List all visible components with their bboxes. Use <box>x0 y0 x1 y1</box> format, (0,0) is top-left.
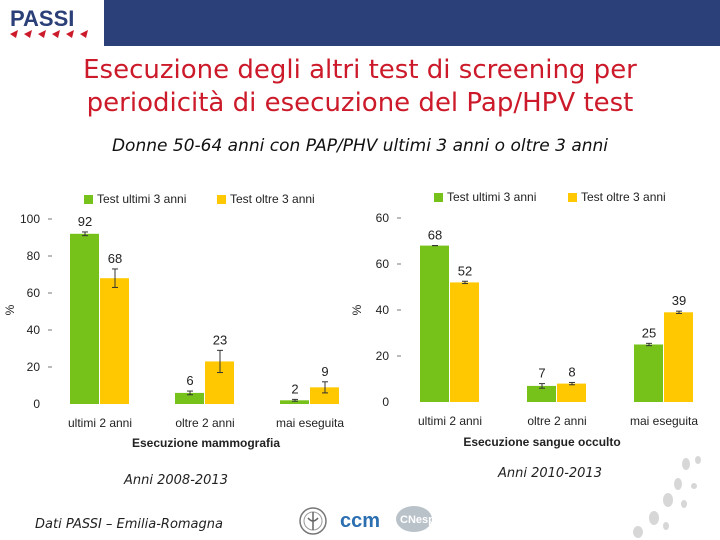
bar-oltre <box>100 278 129 404</box>
legend-label: Test ultimi 3 anni <box>97 192 186 206</box>
bar-ultimi <box>175 392 204 404</box>
y-tick-label: 60 <box>376 257 390 271</box>
x-tick-label: oltre 2 anni <box>527 414 586 428</box>
y-tick-label: 40 <box>376 303 390 317</box>
legend-swatch <box>217 195 226 204</box>
x-tick-label: mai eseguita <box>276 416 344 430</box>
period-mammografia: Anni 2008-2013 <box>124 473 228 488</box>
data-label: 8 <box>568 364 575 379</box>
x-tick-label: mai eseguita <box>630 414 698 428</box>
y-tick-label: 0 <box>382 395 389 409</box>
y-tick-label: 60 <box>27 286 41 300</box>
period-sangue-occulto: Anni 2010-2013 <box>498 466 602 481</box>
y-axis-label: % <box>3 304 17 315</box>
data-label: 7 <box>538 366 545 381</box>
bar-ultimi <box>280 400 309 404</box>
y-tick-label: 20 <box>27 360 41 374</box>
bar-ultimi <box>70 233 99 404</box>
y-tick-label: 40 <box>27 323 41 337</box>
bar-oltre <box>664 312 693 402</box>
data-label: 6 <box>186 373 193 388</box>
bar-oltre <box>310 387 339 404</box>
y-tick-label: 20 <box>376 349 390 363</box>
legend-swatch <box>84 195 93 204</box>
data-label: 23 <box>213 332 227 347</box>
header-bar <box>104 0 720 46</box>
y-tick-label: 0 <box>33 397 40 411</box>
y-tick-label: 60 <box>376 211 390 225</box>
data-label: 2 <box>291 381 298 396</box>
passi-logo: PASSI <box>10 6 88 38</box>
y-tick-label: 100 <box>20 212 40 226</box>
legend-swatch <box>434 193 443 202</box>
x-axis-label: Esecuzione mammografia <box>132 436 280 450</box>
data-label: 68 <box>428 228 442 243</box>
data-source: Dati PASSI – Emilia-Romagna <box>35 517 223 532</box>
header: PASSI <box>0 0 720 46</box>
page-title: Esecuzione degli altri test di screening… <box>0 54 720 120</box>
data-label: 9 <box>321 364 328 379</box>
data-label: 52 <box>458 263 472 278</box>
x-axis-label: Esecuzione sangue occulto <box>463 435 620 449</box>
institute-seal-logo <box>299 507 327 535</box>
cnesps-logo: CNesps <box>396 506 441 532</box>
passi-logo-text: PASSI <box>10 6 74 31</box>
bar-oltre <box>557 383 586 402</box>
ccm-logo-text: ccm <box>340 510 380 532</box>
cnesps-logo-text: CNesps <box>400 514 441 526</box>
mammografia-chart: Test ultimi 3 anni Test oltre 3 anni 0 20 40… <box>3 192 344 450</box>
title-line-2: periodicità di esecuzione del Pap/HPV te… <box>86 88 634 118</box>
bar-ultimi <box>527 385 556 402</box>
data-label: 68 <box>108 251 122 266</box>
legend-swatch <box>568 193 577 202</box>
legend-label: Test oltre 3 anni <box>230 192 315 206</box>
ccm-logo: ccm <box>338 508 386 532</box>
x-tick-label: oltre 2 anni <box>175 416 234 430</box>
legend-label: Test oltre 3 anni <box>581 190 666 204</box>
legend-label: Test ultimi 3 anni <box>447 190 536 204</box>
y-axis-label: % <box>350 304 364 315</box>
x-tick-label: ultimi 2 anni <box>68 416 132 430</box>
y-tick-label: 80 <box>27 249 41 263</box>
data-label: 39 <box>672 293 686 308</box>
bar-oltre <box>450 282 479 402</box>
subtitle: Donne 50-64 anni con PAP/PHV ultimi 3 an… <box>111 136 609 156</box>
x-tick-label: ultimi 2 anni <box>418 414 482 428</box>
data-label: 92 <box>78 214 92 229</box>
sangue-occulto-chart: Test ultimi 3 anni Test oltre 3 anni 0 20 40… <box>350 190 698 449</box>
bar-ultimi <box>420 245 449 402</box>
title-line-1: Esecuzione degli altri test di screening… <box>83 55 637 85</box>
decorative-footsteps <box>633 456 701 538</box>
data-label: 25 <box>642 325 656 340</box>
bar-ultimi <box>634 344 663 402</box>
